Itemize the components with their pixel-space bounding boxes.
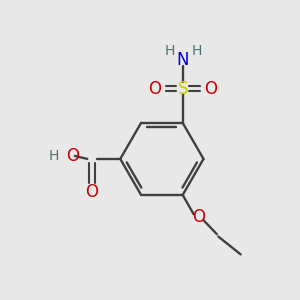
Text: O: O <box>85 183 98 201</box>
Text: H: H <box>192 44 202 58</box>
Text: S: S <box>177 80 188 98</box>
Text: H: H <box>164 44 175 58</box>
Text: O: O <box>193 208 206 226</box>
Text: O: O <box>67 147 80 165</box>
Text: O: O <box>204 80 217 98</box>
Text: O: O <box>148 80 162 98</box>
Text: H: H <box>49 149 59 163</box>
Text: N: N <box>176 52 189 70</box>
